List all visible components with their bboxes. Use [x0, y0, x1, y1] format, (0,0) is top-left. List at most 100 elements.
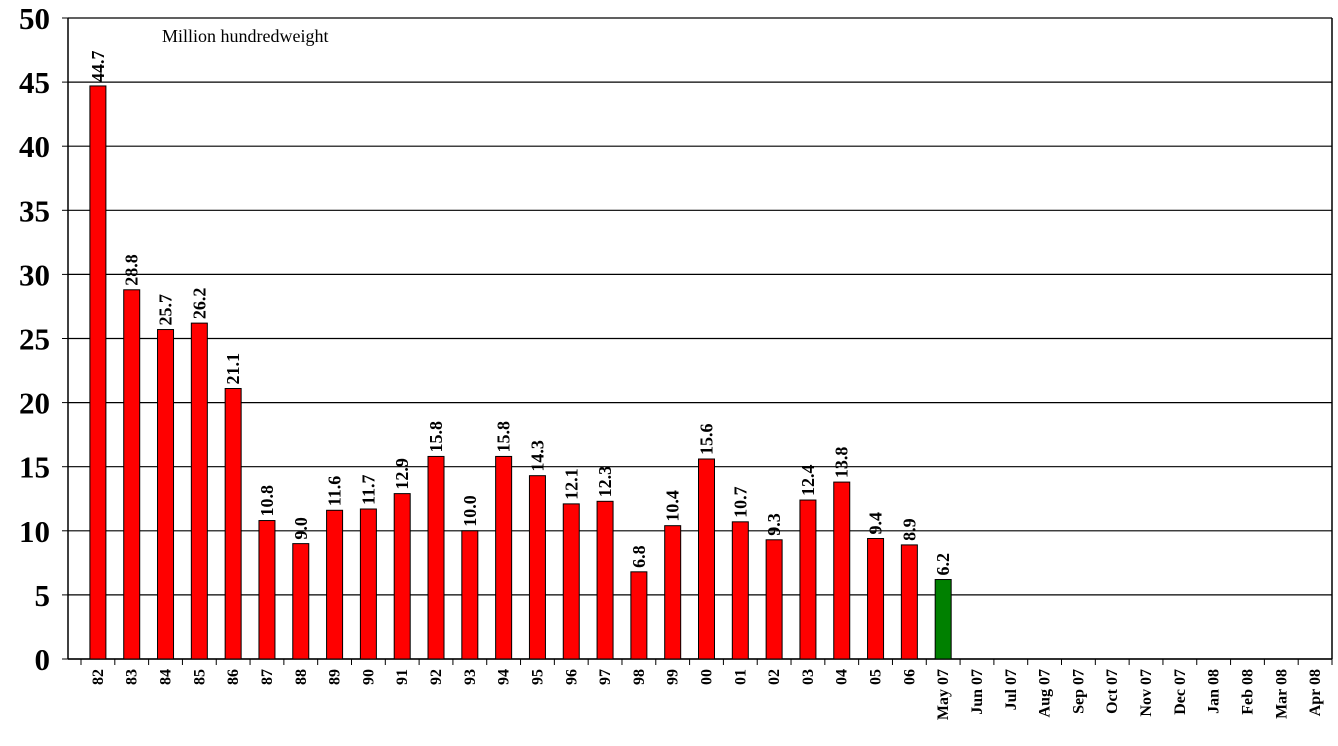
y-tick-label: 0 — [35, 642, 51, 677]
value-label: 9.3 — [764, 513, 784, 536]
bar — [292, 543, 310, 660]
bar — [258, 520, 276, 660]
y-tick-label: 5 — [35, 578, 51, 613]
value-label: 11.7 — [358, 474, 378, 505]
x-tick-label: Aug 07 — [1037, 669, 1054, 717]
bar — [833, 481, 851, 660]
x-tick-label: 89 — [327, 669, 344, 685]
bar — [393, 493, 411, 660]
value-label: 12.3 — [595, 466, 615, 498]
value-label: 9.0 — [291, 517, 311, 540]
value-label: 28.8 — [122, 254, 142, 286]
value-label: 15.8 — [426, 421, 446, 453]
value-label: 6.8 — [629, 545, 649, 568]
bar — [799, 499, 817, 660]
x-tick-label: 87 — [259, 669, 276, 685]
value-label: 12.1 — [561, 468, 581, 500]
value-label: 13.8 — [832, 447, 852, 479]
bar — [427, 455, 445, 660]
x-tick-label: 00 — [699, 669, 716, 685]
bar — [596, 500, 614, 660]
y-tick-label: 45 — [19, 65, 50, 100]
value-label: 11.6 — [325, 476, 345, 507]
x-tick-label: Mar 08 — [1273, 669, 1290, 719]
value-label: 12.9 — [392, 458, 412, 490]
y-tick-label: 30 — [19, 257, 50, 292]
x-tick-label: May 07 — [935, 669, 952, 720]
x-tick-label: Feb 08 — [1239, 669, 1256, 715]
x-tick-label: Dec 07 — [1172, 669, 1189, 715]
bar — [495, 455, 513, 660]
x-tick-label: Jul 07 — [1003, 669, 1020, 710]
value-label: 10.8 — [257, 485, 277, 517]
x-tick-label: 96 — [563, 669, 580, 685]
value-label: 25.7 — [156, 294, 176, 326]
value-label: 15.6 — [697, 424, 717, 456]
bar — [664, 525, 682, 660]
bar — [900, 544, 918, 660]
y-tick-label: 40 — [19, 129, 50, 164]
x-tick-label: 05 — [868, 669, 885, 685]
x-tick-label: Jan 08 — [1206, 669, 1223, 714]
x-tick-label: 03 — [800, 669, 817, 685]
x-tick-label: Jun 07 — [969, 669, 986, 715]
x-tick-label: 02 — [766, 669, 783, 685]
value-label: 12.4 — [798, 465, 818, 497]
x-tick-label: 84 — [158, 669, 175, 685]
x-tick-label: 94 — [496, 669, 513, 685]
x-tick-label: Apr 08 — [1307, 669, 1324, 716]
x-tick-label: 83 — [124, 669, 141, 685]
value-label: 8.9 — [899, 518, 919, 541]
x-tick-label: Sep 07 — [1070, 669, 1087, 714]
bar — [89, 85, 107, 660]
value-label: 10.4 — [663, 490, 683, 522]
x-tick-label: 97 — [597, 669, 614, 685]
value-label: 10.7 — [730, 486, 750, 518]
value-label: 15.8 — [494, 421, 514, 453]
annotation: Million hundredweight — [162, 26, 328, 46]
y-tick-label: 50 — [19, 1, 50, 36]
value-label: 44.7 — [88, 50, 108, 81]
x-tick-label: Oct 07 — [1104, 669, 1121, 714]
y-tick-label: 10 — [19, 514, 50, 549]
x-tick-label: 86 — [225, 669, 242, 685]
x-tick-label: 90 — [360, 669, 377, 685]
bar — [934, 579, 952, 660]
bar — [190, 322, 208, 660]
x-tick-label: 92 — [428, 669, 445, 685]
value-label: 21.1 — [223, 353, 243, 385]
x-tick-label: 98 — [631, 669, 648, 685]
x-tick-label: 06 — [901, 669, 918, 685]
bar — [461, 530, 479, 660]
y-tick-label: 25 — [19, 322, 50, 357]
bar — [224, 387, 242, 660]
value-label: 10.0 — [460, 495, 480, 527]
bar — [359, 508, 377, 660]
bar — [630, 571, 648, 660]
y-tick-label: 20 — [19, 386, 50, 421]
x-tick-label: 99 — [665, 669, 682, 685]
x-tick-label: 93 — [462, 669, 479, 685]
x-tick-label: 88 — [293, 669, 310, 685]
bar — [562, 503, 580, 660]
bar — [123, 289, 141, 660]
y-tick-label: 15 — [19, 450, 50, 485]
bar — [731, 521, 749, 660]
x-tick-label: 91 — [394, 669, 411, 685]
y-tick-label: 35 — [19, 193, 50, 228]
x-tick-label: 01 — [732, 669, 749, 685]
value-label: 14.3 — [527, 440, 547, 472]
value-label: 6.2 — [933, 553, 953, 576]
value-label: 9.4 — [866, 512, 886, 535]
bar — [765, 539, 783, 660]
x-tick-label: 85 — [191, 669, 208, 685]
bar — [157, 329, 175, 660]
x-tick-label: 95 — [529, 669, 546, 685]
bar — [528, 475, 546, 660]
x-tick-label: Nov 07 — [1138, 669, 1155, 717]
bar — [867, 537, 885, 660]
bar — [326, 509, 344, 660]
x-tick-label: 82 — [90, 669, 107, 685]
bar — [698, 458, 715, 660]
